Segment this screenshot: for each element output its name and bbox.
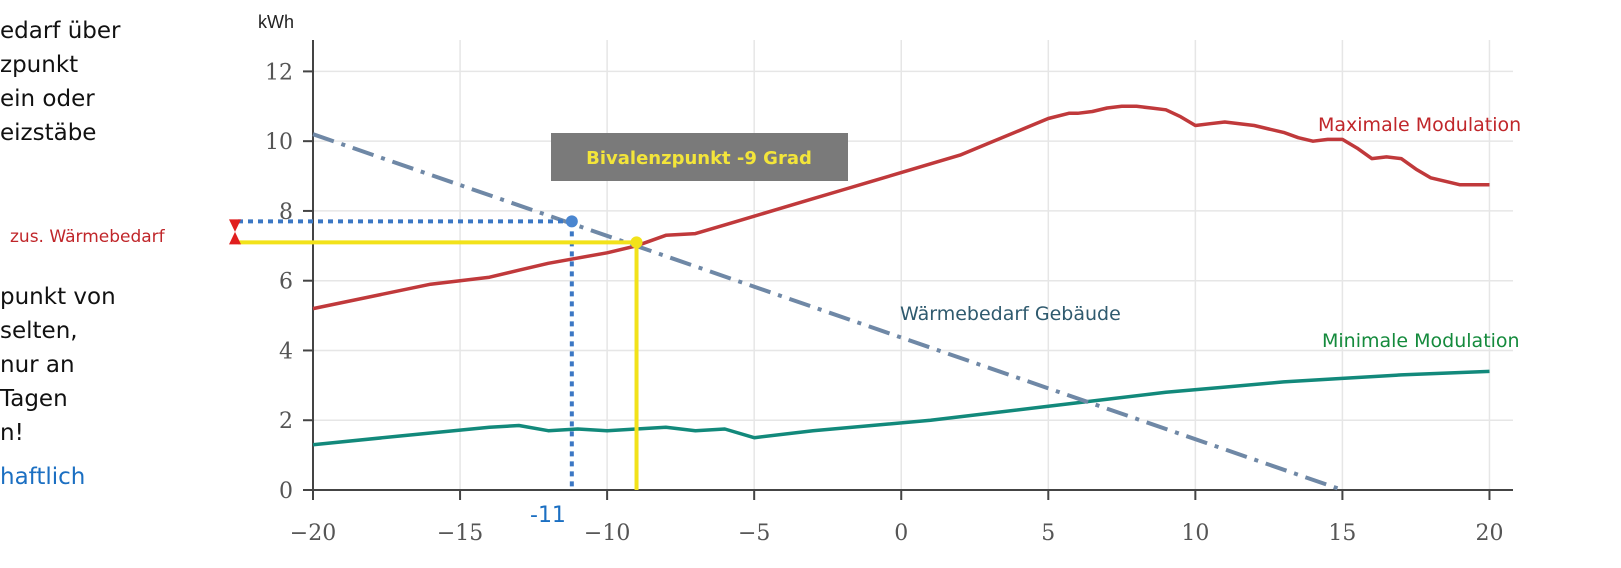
point-minus-11 (565, 215, 578, 228)
left-text-line: selten, (0, 318, 78, 344)
point-bivalenz (630, 236, 643, 249)
x-tick-label: 20 (1475, 521, 1503, 546)
left-text-line: nur an (0, 352, 75, 378)
left-text-line: punkt von (0, 284, 116, 310)
left-text-line: Tagen (0, 386, 68, 412)
annotations (229, 215, 643, 490)
zus-waermebedarf-label: zus. Wärmebedarf (10, 227, 166, 247)
x-tick-label: 5 (1041, 521, 1055, 546)
x-tick-label: 10 (1181, 521, 1209, 546)
left-text-line: edarf über (0, 18, 121, 44)
waermebedarf-gebaeude-label: Wärmebedarf Gebäude (900, 303, 1121, 325)
x-tick-label: 15 (1328, 521, 1356, 546)
left-explanation-text: edarf über zpunkt ein oder eizstäbe punk… (0, 0, 200, 568)
y-axis-label: kWh (258, 12, 294, 32)
y-tick-label: 4 (279, 339, 293, 364)
y-tick-label: 0 (279, 479, 293, 504)
left-text-line: eizstäbe (0, 120, 97, 146)
series-line-waermebedarf-gebaeude (312, 132, 1344, 492)
series-label-minimale-modulation: Minimale Modulation (1322, 330, 1520, 352)
y-tick-label: 10 (265, 130, 293, 155)
series-line-maximale-modulation (312, 104, 1490, 311)
x-tick-label: −5 (738, 521, 770, 546)
left-text-line: ein oder (0, 86, 95, 112)
red-arrow-bottom (229, 231, 241, 245)
series-label-maximale-modulation: Maximale Modulation (1318, 114, 1521, 136)
minus-11-label: -11 (530, 503, 566, 528)
red-arrow-top (229, 219, 241, 232)
x-tick-label: 0 (894, 521, 908, 546)
axes (303, 40, 1513, 500)
left-text-line-link: haftlich (0, 464, 86, 490)
y-tick-label: 8 (279, 200, 293, 225)
tick-labels: −20 −15 −10 −5 0 5 10 15 20 0 2 4 6 8 10 12 (265, 60, 1503, 546)
series-lines (312, 104, 1490, 492)
left-text-line: n! (0, 420, 24, 446)
x-tick-label: −10 (584, 521, 630, 546)
bivalenz-label-box (551, 133, 848, 181)
y-tick-label: 12 (265, 60, 293, 85)
y-tick-label: 6 (279, 270, 293, 295)
x-tick-label: −15 (437, 521, 483, 546)
y-tick-label: 2 (279, 409, 293, 434)
x-tick-label: −20 (290, 521, 336, 546)
series-line-minimale-modulation (312, 369, 1490, 447)
left-text-line: zpunkt (0, 52, 79, 78)
bivalenz-label: Bivalenzpunkt -9 Grad (586, 148, 812, 169)
